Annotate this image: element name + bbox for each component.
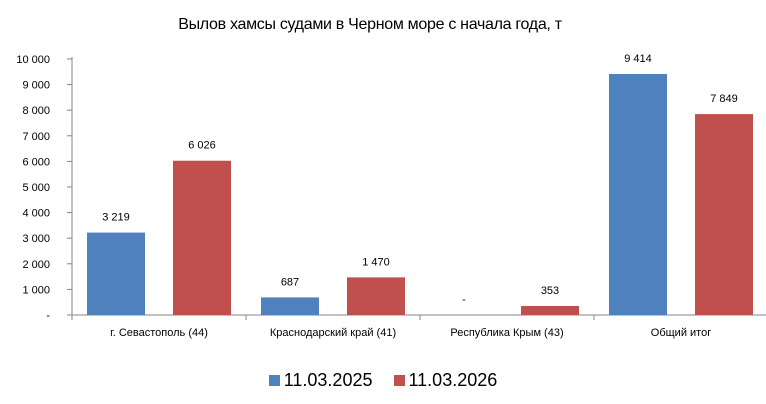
bar-series-1: [261, 297, 319, 315]
bar-series-1: [87, 232, 145, 315]
data-label-series-1: 687: [281, 276, 299, 288]
bar-series-2: [521, 305, 579, 315]
legend-swatch-series-2: [393, 375, 405, 386]
y-tick-label: -: [46, 310, 50, 322]
y-tick-label: 9 000: [22, 80, 50, 92]
x-tick-label: г. Севастополь (44): [110, 327, 208, 339]
y-tick-label: 4 000: [22, 208, 50, 220]
data-label-series-2: 353: [541, 285, 559, 297]
x-tick-label: Общий итог: [651, 327, 711, 339]
legend-entry-series-1: 11.03.2025: [268, 370, 373, 391]
legend-label-series-1: 11.03.2025: [283, 370, 373, 390]
y-tick-label: 6 000: [22, 156, 50, 168]
x-tick-label: Краснодарский край (41): [270, 327, 396, 339]
plot-area: - 1 000 2 000 3 000 4 000 5 000 6 000 7 000 8 00…: [16, 53, 766, 339]
legend: 11.03.2025 11.03.2026: [0, 370, 766, 391]
data-label-series-2: 6 026: [188, 140, 216, 152]
bar-series-2: [173, 160, 231, 315]
data-label-series-2: 7 849: [710, 93, 738, 105]
y-tick-label: 3 000: [22, 233, 50, 245]
legend-label-series-2: 11.03.2026: [408, 370, 498, 390]
y-tick-label: 5 000: [22, 182, 50, 194]
x-tick-label: Республика Крым (43): [450, 327, 563, 339]
bar-series-2: [347, 277, 405, 315]
y-tick-label: 1 000: [22, 284, 50, 296]
data-label-series-1: 9 414: [624, 53, 652, 65]
y-tick-label: 8 000: [22, 105, 50, 117]
legend-entry-series-2: 11.03.2026: [393, 370, 498, 391]
bar-series-1: [609, 74, 667, 315]
y-tick-label: 10 000: [16, 54, 50, 66]
chart-title: Вылов хамсы судами в Черном море с начал…: [178, 16, 562, 33]
legend-swatch-series-1: [268, 375, 280, 386]
bar-series-2: [695, 114, 753, 315]
y-tick-label: 2 000: [22, 259, 50, 271]
data-label-series-2: 1 470: [362, 256, 390, 268]
y-tick-label: 7 000: [22, 131, 50, 143]
data-label-series-1: 3 219: [102, 212, 130, 224]
data-label-series-1: -: [462, 294, 466, 306]
